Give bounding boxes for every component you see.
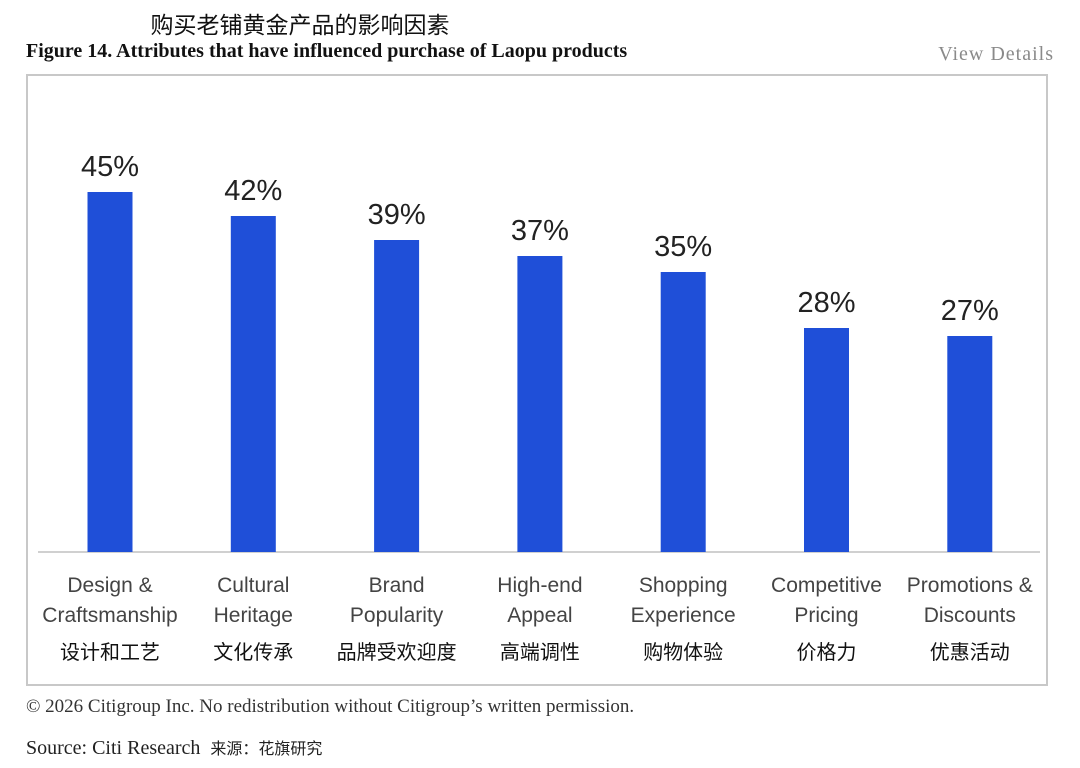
bar (517, 256, 563, 552)
x-tick-label-en: Design & (67, 574, 152, 597)
x-tick-label-en: Brand (369, 574, 425, 597)
bar (947, 336, 993, 552)
x-tick-label-cn: 优惠活动 (930, 640, 1010, 664)
chart-title-cn: 购买老铺黄金产品的影响因素 (150, 13, 450, 39)
data-label: 37% (511, 215, 569, 247)
x-tick-label-en: Shopping (639, 574, 728, 597)
data-label: 42% (224, 175, 282, 207)
data-label: 35% (654, 231, 712, 263)
x-tick-label-en: Cultural (217, 574, 289, 597)
view-details-link[interactable]: View Details (938, 43, 1054, 65)
x-tick-label-en: Popularity (350, 604, 444, 627)
chart-frame: 45% Design & Craftsmanship 设计和工艺 42% Cultural… (26, 74, 1048, 686)
data-label: 27% (941, 295, 999, 327)
x-tick-label-cn: 文化传承 (213, 640, 293, 664)
bar (230, 216, 276, 552)
copyright-notice: © 2026 Citigroup Inc. No redistribution … (26, 696, 635, 717)
x-tick-label-en: High-end (497, 574, 582, 597)
x-tick-label-en: Discounts (924, 604, 1016, 627)
bar (374, 240, 420, 552)
x-tick-label-cn: 高端调性 (500, 640, 580, 664)
x-tick-label-en: Promotions & (907, 574, 1033, 597)
x-tick-label-en: Pricing (794, 604, 858, 627)
x-tick-label-cn: 设计和工艺 (60, 640, 160, 664)
bar (660, 272, 706, 552)
x-tick-label-en: Heritage (214, 604, 293, 627)
x-tick-label-en: Appeal (507, 604, 572, 627)
data-label: 39% (368, 199, 426, 231)
bar (87, 192, 133, 552)
bar (804, 328, 849, 552)
x-tick-label-cn: 购物体验 (643, 640, 723, 664)
source-cn: 来源：花旗研究 (210, 739, 323, 758)
chart-title-en: Figure 14. Attributes that have influenc… (26, 40, 628, 62)
x-tick-label-en: Competitive (771, 574, 882, 597)
source-en: Source: Citi Research (26, 737, 201, 759)
x-tick-label-en: Experience (631, 604, 736, 627)
x-tick-label-cn: 品牌受欢迎度 (337, 640, 457, 664)
x-tick-label-cn: 价格力 (797, 640, 857, 664)
data-label: 28% (797, 287, 855, 319)
x-tick-label-en: Craftsmanship (42, 604, 177, 627)
data-label: 45% (81, 151, 139, 183)
source-line: Source: Citi Research 来源：花旗研究 (26, 735, 322, 760)
bar-chart: 45% Design & Craftsmanship 设计和工艺 42% Cultural… (38, 151, 1040, 664)
